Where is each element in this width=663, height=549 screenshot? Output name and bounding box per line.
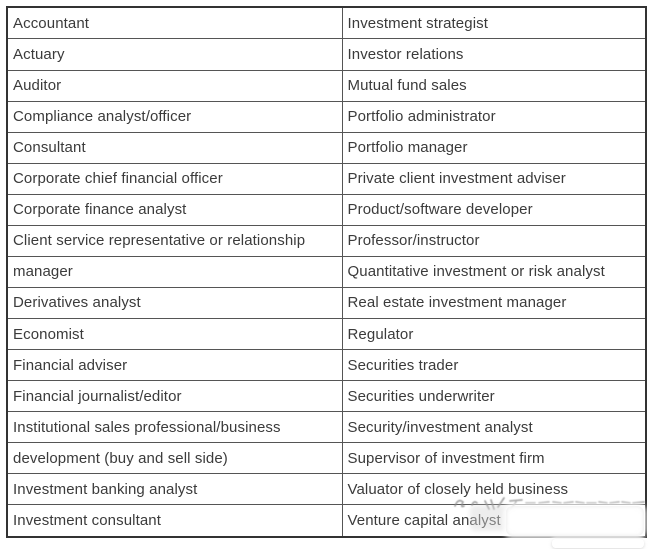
table-row: Financial journalist/editor Securities un… bbox=[6, 380, 647, 413]
job-title-cell-right: Private client investment adviser bbox=[341, 162, 647, 195]
table-row: Financial adviser Securities trader bbox=[6, 349, 647, 382]
job-title-cell-right: Regulator bbox=[341, 317, 647, 351]
job-title-cell-left: Corporate chief financial officer bbox=[6, 162, 343, 195]
job-title-cell-right: Investment strategist bbox=[341, 6, 647, 40]
table-row: Investment consultant Venture capital ana… bbox=[6, 504, 647, 538]
job-title-cell-left: Actuary bbox=[6, 38, 343, 71]
job-title-cell-right: Security/investment analyst bbox=[341, 411, 647, 444]
job-title-cell-left: Corporate finance analyst bbox=[6, 193, 343, 226]
job-titles-table: Accountant Investment strategist Actuary In… bbox=[6, 6, 647, 538]
table-row: Consultant Portfolio manager bbox=[6, 131, 647, 164]
job-title-cell-left: Derivatives analyst bbox=[6, 286, 343, 320]
table-row: Auditor Mutual fund sales bbox=[6, 69, 647, 102]
table-row: Investment banking analyst Valuator of cl… bbox=[6, 473, 647, 506]
job-title-cell-right: Professor/instructor bbox=[341, 224, 647, 257]
job-title-cell-left: Auditor bbox=[6, 69, 343, 102]
job-title-cell-right: Investor relations bbox=[341, 38, 647, 71]
table-row: Client service representative or relatio… bbox=[6, 224, 647, 257]
job-title-cell-left: Investment banking analyst bbox=[6, 473, 343, 506]
job-title-cell-right: Product/software developer bbox=[341, 193, 647, 226]
watermark-bottom-blob bbox=[552, 539, 644, 548]
table-row: manager Quantitative investment or risk a… bbox=[6, 255, 647, 288]
table-row: Compliance analyst/officer Portfolio admi… bbox=[6, 100, 647, 133]
job-title-cell-left: development (buy and sell side) bbox=[6, 442, 343, 475]
job-title-cell-right: Real estate investment manager bbox=[341, 286, 647, 320]
job-title-cell-right: Venture capital analyst bbox=[341, 504, 647, 538]
table-row: Economist Regulator bbox=[6, 317, 647, 351]
table-row: Corporate finance analyst Product/softwar… bbox=[6, 193, 647, 226]
job-title-cell-right: Mutual fund sales bbox=[341, 69, 647, 102]
job-title-cell-right: Quantitative investment or risk analyst bbox=[341, 255, 647, 288]
job-title-cell-left: Economist bbox=[6, 317, 343, 351]
table-row: Accountant Investment strategist bbox=[6, 6, 647, 40]
job-title-cell-right: Portfolio administrator bbox=[341, 100, 647, 133]
job-title-cell-left: manager bbox=[6, 255, 343, 288]
table-row: Corporate chief financial officer Private… bbox=[6, 162, 647, 195]
job-title-cell-right: Valuator of closely held business bbox=[341, 473, 647, 506]
table-row: Actuary Investor relations bbox=[6, 38, 647, 71]
job-title-cell-left: Accountant bbox=[6, 6, 343, 40]
job-titles-table-body: Accountant Investment strategist Actuary In… bbox=[6, 6, 647, 538]
job-title-cell-left: Financial journalist/editor bbox=[6, 380, 343, 413]
job-title-cell-right: Supervisor of investment firm bbox=[341, 442, 647, 475]
job-title-cell-right: Portfolio manager bbox=[341, 131, 647, 164]
job-title-cell-left: Compliance analyst/officer bbox=[6, 100, 343, 133]
table-row: Institutional sales professional/busines… bbox=[6, 411, 647, 444]
job-title-cell-left: Institutional sales professional/busines… bbox=[6, 411, 343, 444]
job-title-cell-right: Securities trader bbox=[341, 349, 647, 382]
job-title-cell-left: Consultant bbox=[6, 131, 343, 164]
job-title-cell-left: Client service representative or relatio… bbox=[6, 224, 343, 257]
table-row: Derivatives analyst Real estate investmen… bbox=[6, 286, 647, 320]
job-title-cell-left: Investment consultant bbox=[6, 504, 343, 538]
job-title-cell-left: Financial adviser bbox=[6, 349, 343, 382]
table-row: development (buy and sell side) Superviso… bbox=[6, 442, 647, 475]
job-title-cell-right: Securities underwriter bbox=[341, 380, 647, 413]
